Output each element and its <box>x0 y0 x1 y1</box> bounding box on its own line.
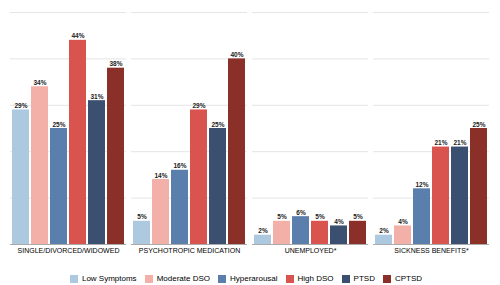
svg-text:UNEMPLOYED*: UNEMPLOYED* <box>285 247 337 254</box>
svg-text:2%: 2% <box>258 227 268 234</box>
svg-text:12%: 12% <box>415 181 428 188</box>
svg-text:25%: 25% <box>472 121 485 128</box>
html-text:High DSO: High DSO <box>297 274 334 283</box>
svg-text:34%: 34% <box>33 79 46 86</box>
svg-text:5%: 5% <box>353 213 363 220</box>
svg-text:16%: 16% <box>173 162 186 169</box>
svg-text:2%: 2% <box>379 227 389 234</box>
svg-text:29%: 29% <box>14 102 27 109</box>
svg-text:SICKNESS BENEFITS*: SICKNESS BENEFITS* <box>394 247 469 254</box>
svg-text:29%: 29% <box>192 102 205 109</box>
svg-text:4%: 4% <box>334 218 344 225</box>
svg-text:25%: 25% <box>211 121 224 128</box>
svg-text:5%: 5% <box>315 213 325 220</box>
svg-text:40%: 40% <box>230 51 243 58</box>
svg-text:6%: 6% <box>296 209 306 216</box>
svg-text:14%: 14% <box>154 172 167 179</box>
html-text:Moderate DSO: Moderate DSO <box>156 274 210 283</box>
html-text:PTSD: PTSD <box>353 274 375 283</box>
svg-text:31%: 31% <box>90 93 103 100</box>
svg-text:25%: 25% <box>52 121 65 128</box>
svg-text:5%: 5% <box>137 213 147 220</box>
svg-text:21%: 21% <box>453 139 466 146</box>
svg-text:21%: 21% <box>434 139 447 146</box>
html-text:Hyperarousal: Hyperarousal <box>230 274 278 283</box>
svg-text:44%: 44% <box>71 32 84 39</box>
svg-text:38%: 38% <box>109 60 122 67</box>
svg-text:SINGLE/DIVORCED/WIDOWED: SINGLE/DIVORCED/WIDOWED <box>18 247 120 254</box>
svg-text:5%: 5% <box>277 213 287 220</box>
html-text:Low Symptoms: Low Symptoms <box>81 274 137 283</box>
svg-text:PSYCHOTROPIC MEDICATION: PSYCHOTROPIC MEDICATION <box>139 247 240 254</box>
html-text:CPTSD: CPTSD <box>394 274 422 283</box>
svg-text:4%: 4% <box>398 218 408 225</box>
